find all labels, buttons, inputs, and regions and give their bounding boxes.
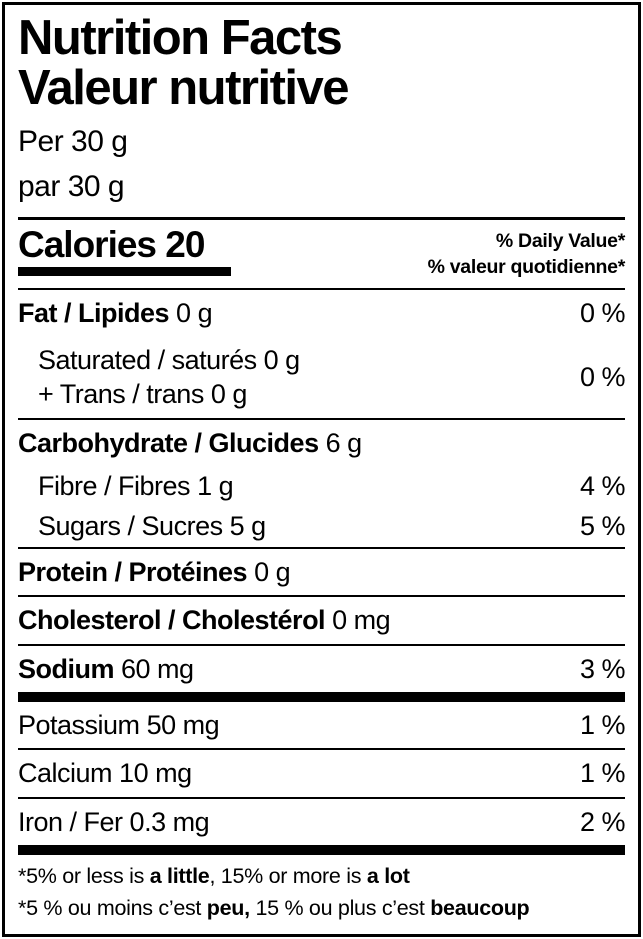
row-fat: Fat / Lipides 0 g 0 % bbox=[18, 290, 626, 336]
nutrient-amount: 5 g bbox=[229, 511, 267, 542]
row-sodium: Sodium 60 mg 3 % bbox=[18, 646, 626, 692]
separator bbox=[18, 546, 625, 549]
daily-value: 1 % bbox=[579, 709, 626, 740]
nutrient-name: Saturated / saturés 0 g + Trans / trans … bbox=[18, 343, 300, 412]
nutrient-name: Fibre / Fibres 1 g bbox=[38, 470, 234, 501]
separator bbox=[18, 595, 625, 598]
nutrient-amount: 60 mg bbox=[121, 653, 194, 684]
footnote-french: *5 % ou moins c’est peu, 15 % ou plus c’… bbox=[18, 895, 530, 920]
calories-value: Calories 20 bbox=[18, 224, 231, 267]
separator-thick bbox=[18, 691, 625, 702]
nutrient-amount: 50 mg bbox=[146, 709, 220, 740]
separator bbox=[18, 288, 625, 291]
nutrient-name: Cholesterol / Cholestérol 0 mg bbox=[18, 605, 391, 636]
saturated-line: Saturated / saturés 0 g bbox=[38, 344, 300, 375]
serving-size-french: par 30 g bbox=[18, 169, 125, 203]
calories-label: Calories bbox=[18, 223, 157, 265]
row-saturated-trans: Saturated / saturés 0 g + Trans / trans … bbox=[18, 337, 626, 418]
nutrient-name: Carbohydrate / Glucides 6 g bbox=[18, 427, 363, 458]
row-potassium: Potassium 50 mg 1 % bbox=[18, 702, 626, 748]
serving-size-english: Per 30 g bbox=[18, 124, 128, 158]
calories-section: Calories 20 % Daily Value* % valeur quot… bbox=[18, 220, 625, 280]
row-cholesterol: Cholesterol / Cholestérol 0 mg bbox=[18, 597, 625, 643]
title-french: Valeur nutritive bbox=[18, 60, 350, 115]
nutrient-amount: 0 mg bbox=[332, 605, 391, 636]
nutrient-amount: 10 mg bbox=[119, 758, 192, 789]
row-protein: Protein / Protéines 0 g bbox=[18, 549, 625, 595]
nutrient-amount: 0 g bbox=[176, 298, 213, 329]
nutrient-name: Iron / Fer 0.3 mg bbox=[18, 806, 210, 837]
calories-amount: 20 bbox=[165, 223, 205, 265]
nutrient-name: Potassium 50 mg bbox=[18, 709, 220, 740]
title-english: Nutrition Facts bbox=[18, 11, 343, 65]
daily-value-header-english: % Daily Value* bbox=[495, 229, 625, 252]
trans-line: + Trans / trans 0 g bbox=[38, 379, 247, 410]
row-carbohydrate: Carbohydrate / Glucides 6 g bbox=[18, 420, 625, 466]
separator bbox=[18, 417, 625, 420]
row-fibre: Fibre / Fibres 1 g 4 % bbox=[18, 466, 626, 506]
calories-underline-bar bbox=[18, 267, 231, 277]
row-iron: Iron / Fer 0.3 mg 2 % bbox=[18, 799, 626, 845]
nutrient-amount: 6 g bbox=[325, 427, 363, 458]
calories-block: Calories 20 bbox=[18, 224, 231, 277]
nutrient-amount: 0 g bbox=[254, 556, 291, 587]
daily-value: 3 % bbox=[579, 653, 626, 684]
nutrient-name: Fat / Lipides 0 g bbox=[18, 298, 213, 329]
separator bbox=[18, 643, 625, 646]
row-sugars: Sugars / Sucres 5 g 5 % bbox=[18, 506, 626, 546]
separator bbox=[18, 796, 625, 799]
separator-medium bbox=[18, 216, 625, 220]
daily-value-header: % Daily Value* % valeur quotidienne* bbox=[427, 224, 626, 280]
separator bbox=[18, 748, 625, 751]
daily-value: 0 % bbox=[579, 298, 626, 329]
row-calcium: Calcium 10 mg 1 % bbox=[18, 750, 626, 796]
nutrient-name: Sodium 60 mg bbox=[18, 653, 194, 684]
daily-value-header-french: % valeur quotidienne* bbox=[427, 255, 626, 278]
daily-value: 0 % bbox=[579, 361, 626, 392]
nutrient-name: Sugars / Sucres 5 g bbox=[38, 511, 267, 542]
nutrient-name: Protein / Protéines 0 g bbox=[18, 556, 291, 587]
daily-value: 5 % bbox=[579, 511, 626, 542]
daily-value: 1 % bbox=[579, 758, 626, 789]
nutrient-name: Calcium 10 mg bbox=[18, 758, 192, 789]
nutrient-rows: Fat / Lipides 0 g 0 % Saturated / saturé… bbox=[18, 288, 626, 856]
daily-value: 4 % bbox=[579, 470, 626, 501]
nutrient-amount: 1 g bbox=[197, 470, 234, 501]
separator-thick bbox=[18, 845, 625, 856]
daily-value: 2 % bbox=[579, 806, 626, 837]
nutrient-amount: 0.3 mg bbox=[129, 806, 210, 837]
footnote-english: *5% or less is a little, 15% or more is … bbox=[18, 864, 410, 889]
